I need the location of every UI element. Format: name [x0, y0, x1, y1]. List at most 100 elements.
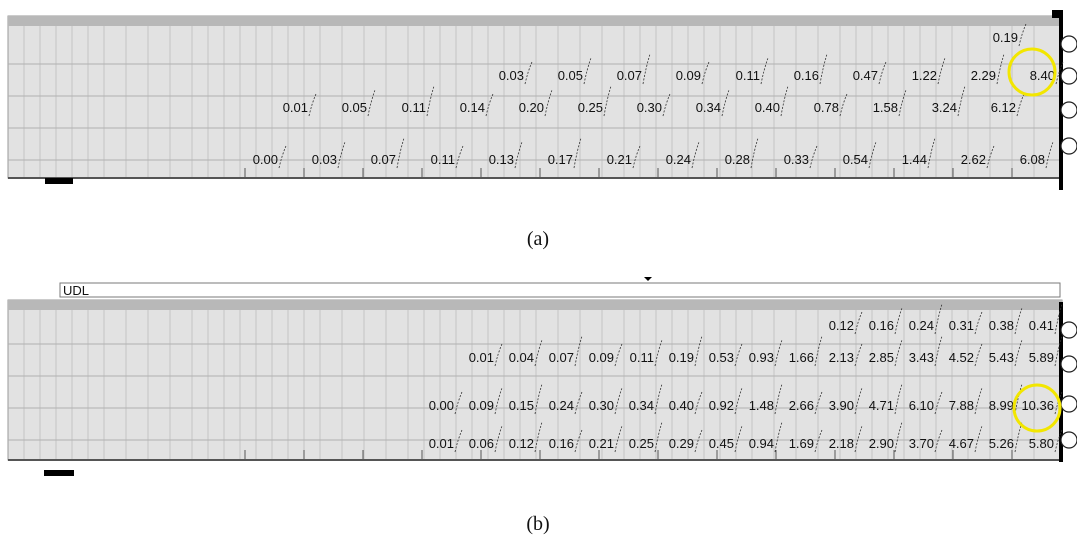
crack-width-label: 0.03 — [499, 68, 524, 83]
crack-width-label: 1.48 — [749, 398, 774, 413]
crack-line — [632, 145, 641, 169]
crack-line — [819, 53, 828, 85]
crack-line — [654, 383, 663, 415]
crack-width-label: 0.33 — [784, 152, 809, 167]
crack-line — [780, 85, 789, 117]
crack-width-label: 0.24 — [549, 398, 574, 413]
crack-width-label: 0.40 — [755, 100, 780, 115]
crack-line — [774, 421, 783, 453]
crack-line — [868, 141, 877, 169]
crack-width-label: 0.21 — [607, 152, 632, 167]
caption-b: (b) — [526, 513, 549, 535]
crack-width-label: 0.04 — [509, 350, 534, 365]
crack-line — [514, 141, 523, 169]
crack-line — [934, 335, 943, 367]
crack-line — [854, 343, 863, 367]
crack-line — [927, 137, 936, 169]
crack-line — [1054, 303, 1063, 335]
bolt — [1060, 67, 1077, 85]
crack-width-label: 0.11 — [431, 152, 455, 167]
crack-line — [534, 339, 543, 367]
crack-width-label: 0.94 — [749, 436, 774, 451]
crack-line — [278, 145, 287, 169]
crack-width-label: 3.24 — [932, 100, 957, 115]
crack-width-label: 0.19 — [993, 30, 1018, 45]
crack-width-label: 8.99 — [989, 398, 1014, 413]
crack-width-label: 0.92 — [709, 398, 734, 413]
crack-line — [894, 383, 903, 415]
crack-width-labels: 0.19 0.03 0.05 0.07 0.09 0.11 0.16 0.47 1.22 2.29… — [253, 30, 1055, 167]
crack-width-label: 0.53 — [709, 350, 734, 365]
crack-line — [1054, 335, 1063, 367]
crack-width-label: 6.12 — [991, 100, 1016, 115]
crack-line — [1054, 429, 1063, 453]
crack-line — [898, 89, 907, 117]
end-plate — [1059, 10, 1063, 190]
crack-width-label: 6.10 — [909, 398, 934, 413]
crack-width-label: 0.00 — [429, 398, 454, 413]
crack-line — [750, 137, 759, 169]
crack-width-label: 2.90 — [869, 436, 894, 451]
crack-line — [878, 61, 887, 85]
crack-width-label: 0.45 — [709, 436, 734, 451]
crack-line — [974, 387, 983, 415]
bolt — [1060, 355, 1077, 373]
crack-line — [654, 339, 663, 367]
crack-width-label: 2.18 — [829, 436, 854, 451]
crack-width-label: 1.66 — [789, 350, 814, 365]
crack-line — [894, 307, 903, 335]
crack-line — [367, 89, 376, 117]
crack-width-label: 2.62 — [961, 152, 986, 167]
bolt — [1060, 137, 1077, 155]
crack-line — [1016, 93, 1025, 117]
crack-width-label: 0.11 — [630, 350, 654, 365]
crack-line — [308, 93, 317, 117]
crack-width-label: 0.28 — [725, 152, 750, 167]
crack-line — [654, 421, 663, 453]
crack-line — [614, 343, 623, 367]
crack-width-label: 0.11 — [736, 68, 760, 83]
crack-width-label: 0.47 — [853, 68, 878, 83]
crack-width-label: 0.25 — [578, 100, 603, 115]
crack-width-label: 10.36 — [1021, 398, 1054, 413]
crack-line — [614, 425, 623, 453]
crack-line — [814, 429, 823, 453]
crack-width-label: 3.90 — [829, 398, 854, 413]
crack-width-label: 0.41 — [1029, 318, 1054, 333]
panel-a: 0.19 0.03 0.05 0.07 0.09 0.11 0.16 0.47 1.22 2.29… — [7, 10, 1077, 190]
crack-line — [574, 391, 583, 415]
end-bolts — [1060, 321, 1077, 449]
crack-line — [642, 53, 651, 85]
crack-width-label: 0.34 — [696, 100, 721, 115]
crack-line — [1055, 61, 1064, 85]
crack-line — [694, 429, 703, 453]
crack-width-label: 0.16 — [869, 318, 894, 333]
crack-width-label: 0.07 — [371, 152, 396, 167]
crack-width-label: 0.01 — [429, 436, 454, 451]
crack-width-label: 0.30 — [589, 398, 614, 413]
crack-line — [996, 53, 1005, 85]
crack-line — [734, 387, 743, 415]
crack-width-label: 0.09 — [469, 398, 494, 413]
crack-line — [534, 383, 543, 415]
crack-width-label: 0.09 — [676, 68, 701, 83]
crack-line — [614, 387, 623, 415]
crack-line — [455, 145, 464, 169]
crack-line — [1045, 141, 1054, 169]
crack-width-label: 5.26 — [989, 436, 1014, 451]
crack-line — [544, 89, 553, 117]
crack-lines — [278, 23, 1064, 169]
bottom-ticks — [244, 450, 1013, 460]
crack-width-label: 7.88 — [949, 398, 974, 413]
crack-line — [691, 141, 700, 169]
crack-width-label: 0.15 — [509, 398, 534, 413]
crack-width-label: 0.13 — [489, 152, 514, 167]
crack-line — [854, 311, 863, 335]
crack-width-label: 0.20 — [519, 100, 544, 115]
end-plate-top — [1052, 10, 1062, 18]
panel-b: UDL 0.12 0.16 0.24 0.31 0.38 0.41 0.01 0.04 0.07… — [7, 277, 1077, 476]
crack-line — [485, 93, 494, 117]
crack-line — [774, 339, 783, 367]
crack-line — [974, 343, 983, 367]
